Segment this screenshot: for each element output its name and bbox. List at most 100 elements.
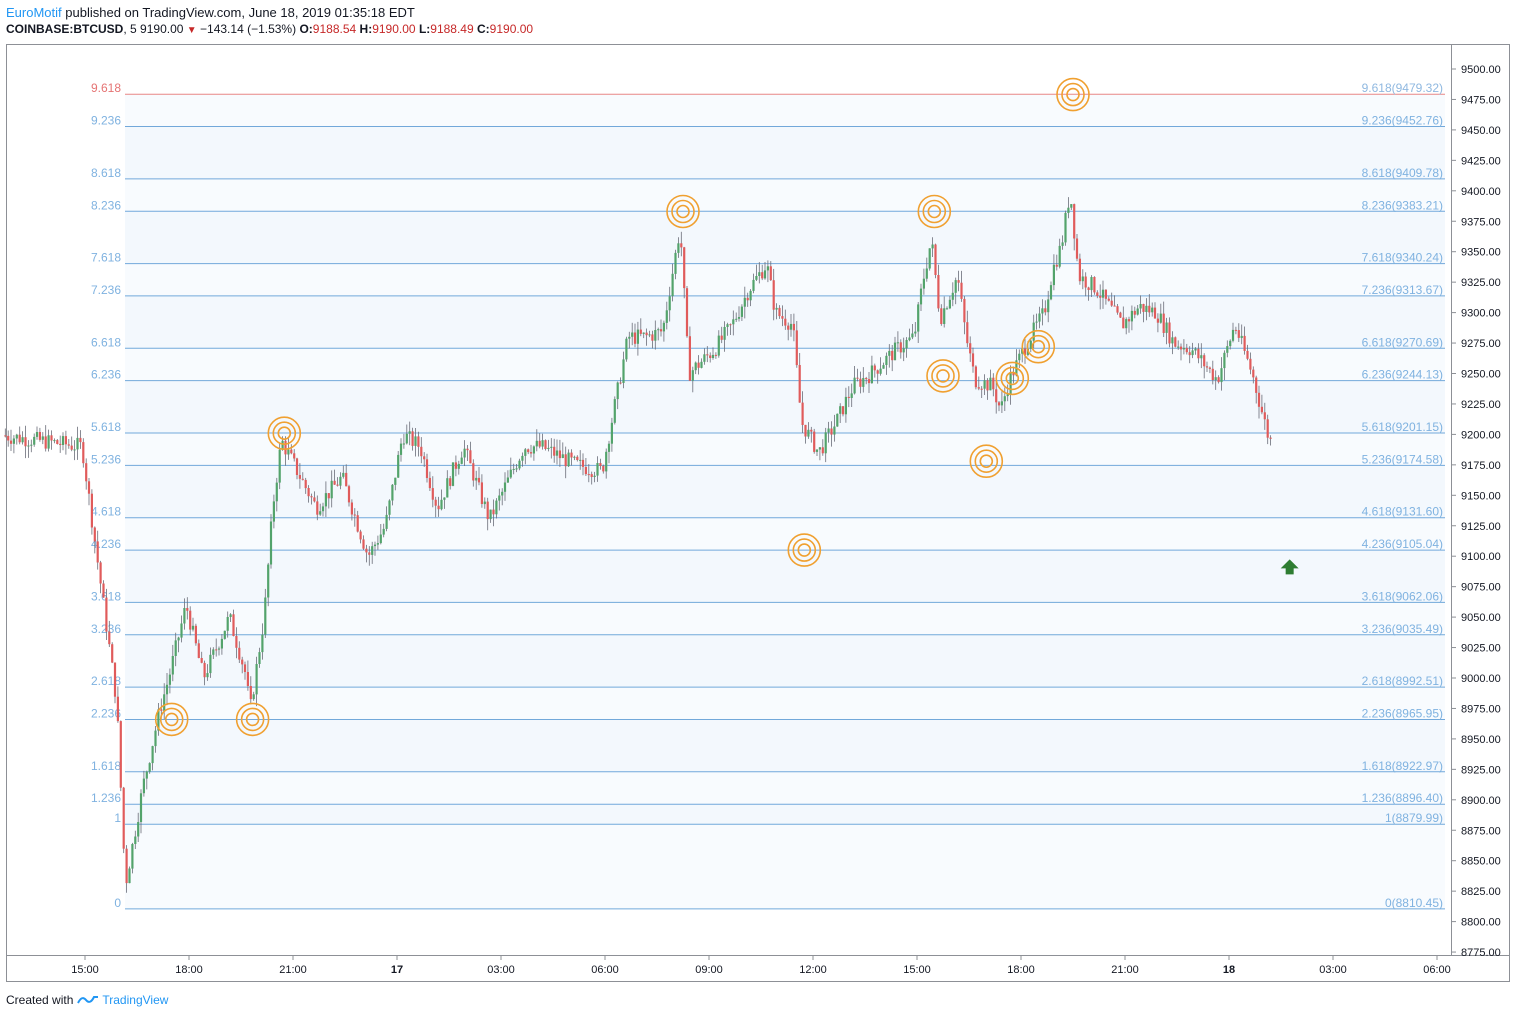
candle-body	[105, 597, 108, 632]
candle-body	[1110, 300, 1113, 306]
fib-price-label: 3.236(9035.49)	[1362, 622, 1443, 636]
candle-body	[564, 454, 567, 467]
candle-body	[1240, 335, 1243, 338]
candle-body	[758, 272, 761, 276]
candle-body	[966, 322, 969, 344]
candle-body	[139, 793, 143, 822]
candle-body	[371, 546, 374, 555]
candle-body	[113, 662, 117, 697]
price-tick-label: 8825.00	[1461, 886, 1501, 898]
target-circle	[917, 194, 952, 229]
candle-body	[928, 248, 931, 269]
candle-body	[1130, 310, 1133, 322]
candle-body	[56, 440, 59, 444]
price-axis[interactable]: 9500.00 9475.00 9450.00 9425.00 9400.00 9375.…	[1451, 64, 1501, 959]
markers	[154, 77, 1299, 737]
candle-body	[342, 472, 345, 477]
candle-body	[1226, 346, 1229, 353]
fib-band	[125, 126, 1445, 179]
price-tick-label: 9425.00	[1461, 155, 1501, 167]
price-tick-label: 9300.00	[1461, 308, 1501, 320]
fib-price-label: 2.236(8965.95)	[1362, 707, 1443, 721]
candle-body	[319, 511, 322, 515]
candle-body	[1090, 277, 1093, 291]
candle-body	[1049, 285, 1053, 300]
candle-body	[1003, 396, 1006, 402]
last-price: 9190.00	[140, 22, 184, 36]
fib-bands	[125, 94, 1445, 909]
price-tick-label: 9375.00	[1461, 216, 1501, 228]
high-value: 9190.00	[372, 22, 416, 36]
candle-body	[1101, 289, 1105, 298]
candle-body	[1058, 245, 1061, 267]
time-axis[interactable]: 15:00 18:00 21:00 17 03:00 06:00 09:00 12:00 15:…	[71, 955, 1451, 976]
price-tick-label: 9075.00	[1461, 582, 1501, 594]
candle-body	[310, 496, 313, 498]
candle-body	[882, 365, 885, 369]
candle-body	[1243, 335, 1246, 351]
candle-body	[33, 436, 36, 445]
author-link[interactable]: EuroMotif	[6, 5, 62, 20]
candle-body	[561, 454, 564, 458]
candle-body	[631, 332, 634, 337]
candle-body	[180, 623, 183, 638]
candle-body	[145, 771, 148, 779]
candle-body	[729, 324, 732, 326]
fib-band	[125, 602, 1445, 635]
candle-body	[1266, 419, 1269, 438]
candle-body	[137, 822, 140, 837]
candle-body	[726, 324, 729, 327]
target-circle	[969, 444, 1004, 479]
up-arrow-icon	[1280, 559, 1299, 575]
tradingview-link[interactable]: TradingView	[77, 993, 168, 1007]
candle-body	[327, 493, 330, 499]
time-tick-label: 21:00	[279, 964, 307, 976]
candle-body	[385, 514, 388, 529]
open-label: O:	[299, 22, 313, 36]
fib-ratio-label: 7.618	[91, 251, 121, 265]
fib-band	[125, 804, 1445, 825]
candle-body	[911, 333, 914, 338]
candle-body	[752, 279, 755, 291]
candle-body	[1142, 304, 1145, 312]
candle-body	[229, 614, 232, 617]
price-tick-label: 8775.00	[1461, 947, 1501, 959]
candle-body	[163, 694, 166, 711]
candle-body	[639, 329, 642, 334]
candle-body	[27, 445, 30, 447]
candle-body	[945, 308, 949, 310]
candle-body	[989, 377, 992, 391]
candle-body	[599, 463, 602, 466]
candle-body	[550, 446, 553, 448]
candle-body	[122, 787, 125, 849]
candle-body	[321, 506, 325, 512]
candle-body	[1122, 317, 1125, 329]
candle-body	[1255, 377, 1258, 393]
candle-body	[683, 247, 686, 289]
candle-body	[186, 608, 189, 611]
candle-body	[908, 337, 911, 341]
target-circle	[235, 702, 270, 737]
candle-body	[1099, 295, 1102, 298]
candle-body	[1153, 307, 1157, 319]
candle-body	[879, 368, 882, 374]
candle-body	[18, 434, 21, 443]
candle-body	[347, 486, 351, 503]
candle-body	[102, 583, 105, 598]
candle-body	[90, 493, 93, 528]
candle-body	[82, 442, 85, 464]
candle-body	[547, 447, 550, 449]
candle-body	[622, 359, 625, 383]
candle-body	[619, 382, 622, 384]
candle-body	[472, 463, 475, 481]
candle-body	[278, 449, 281, 483]
candle-body	[789, 323, 793, 330]
candle-body	[258, 652, 261, 664]
candle-body	[1165, 322, 1168, 333]
candle-body	[659, 329, 663, 332]
candle-body	[509, 469, 512, 478]
candle-body	[125, 848, 128, 884]
candle-body	[1257, 392, 1261, 407]
candle-body	[763, 270, 767, 279]
